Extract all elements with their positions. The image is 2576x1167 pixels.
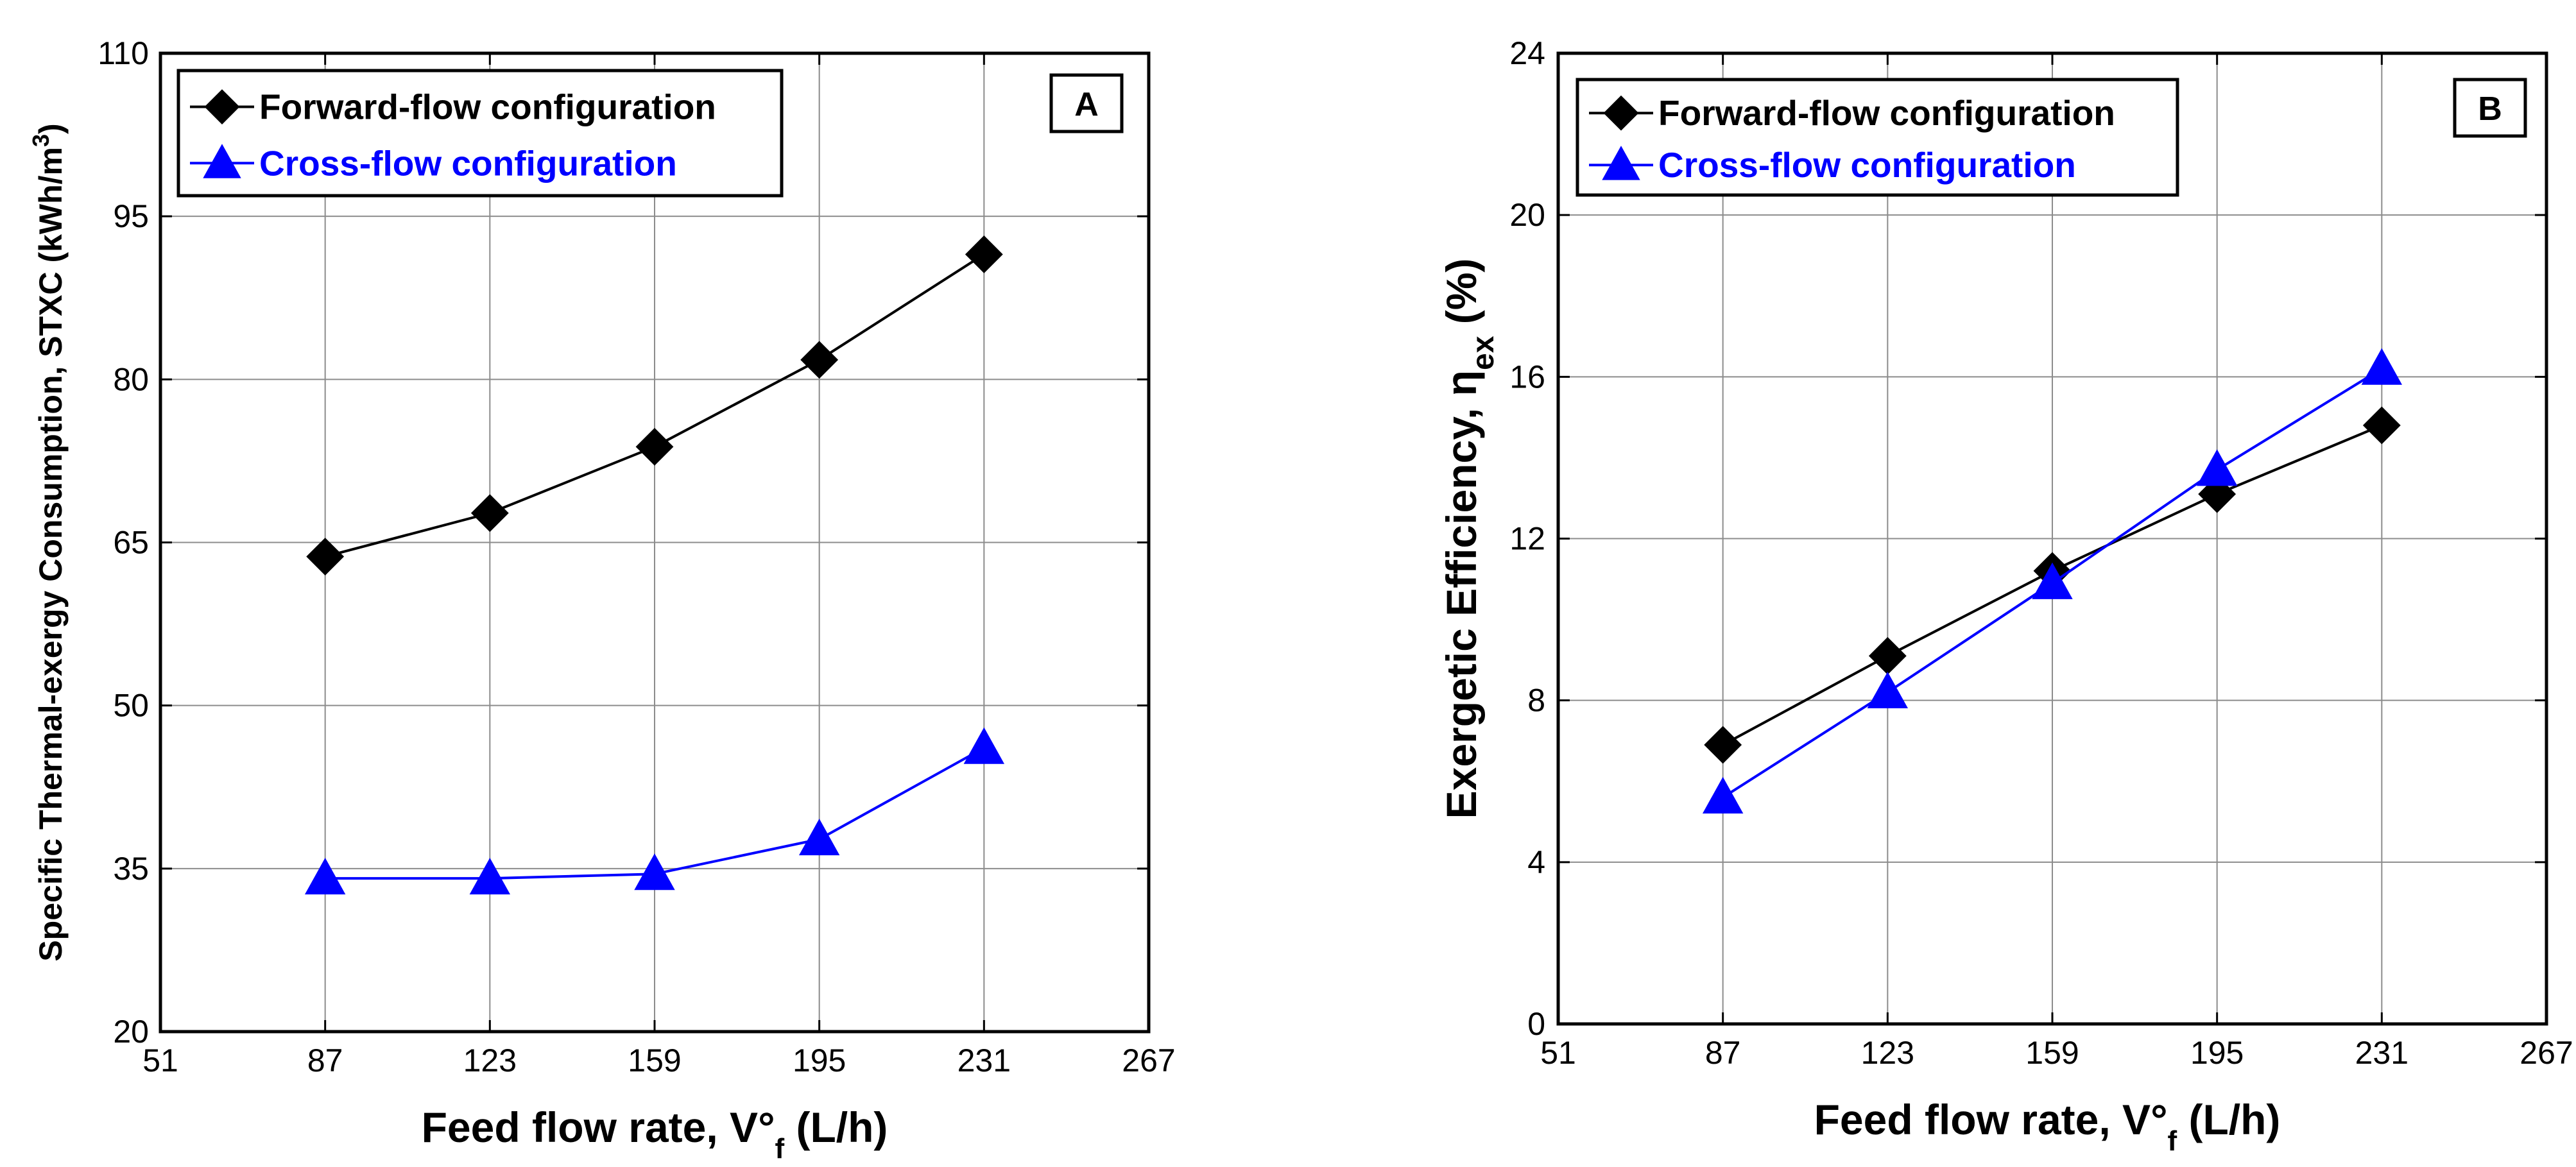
y-axis-title-superscript: 3 — [28, 134, 54, 147]
data-point-diamond — [1704, 726, 1742, 764]
x-tick-label: 267 — [1122, 1043, 1175, 1078]
y-tick-label: 8 — [1527, 683, 1545, 719]
y-axis-title-tail: ) — [33, 123, 69, 134]
data-point-diamond — [306, 538, 345, 575]
x-tick-label: 51 — [1540, 1035, 1576, 1071]
panel-letter-box — [1049, 73, 1124, 133]
legend-label: Cross-flow configuration — [1658, 145, 2076, 185]
y-axis-title-main: Specific Thermal-exergy Consumption, STX… — [33, 147, 69, 962]
data-point-triangle — [2196, 449, 2238, 486]
y-axis-title: Specific Thermal-exergy Consumption, STX… — [28, 123, 69, 961]
data-point-triangle — [2361, 348, 2403, 385]
legend: Forward-flow configuration Cross-flow con… — [1576, 78, 2179, 197]
legend-label: Cross-flow configuration — [259, 143, 677, 183]
panel-a: 51 87 123 159 195 231 267 20 35 50 65 80 95 110 Feed f… — [28, 35, 1176, 1164]
y-tick-label: 20 — [113, 1014, 149, 1050]
data-point-triangle — [469, 858, 511, 895]
y-tick-label: 35 — [113, 851, 149, 887]
data-point-diamond — [965, 235, 1003, 273]
x-tick-label: 231 — [957, 1043, 1011, 1078]
x-tick-label: 87 — [1705, 1035, 1741, 1071]
y-axis-title-subscript: ex — [1466, 336, 1500, 370]
series-cross-flow — [304, 727, 1005, 895]
x-tick-label: 195 — [2190, 1035, 2244, 1071]
y-tick-label: 110 — [98, 35, 149, 71]
y-axis-title-tail: (%) — [1438, 259, 1485, 336]
y-tick-label: 16 — [1509, 359, 1545, 395]
legend-label: Forward-flow configuration — [1658, 93, 2115, 133]
x-tick-label: 159 — [2025, 1035, 2079, 1071]
x-axis-title-main: Feed flow rate, V° — [422, 1103, 775, 1151]
legend-marker-diamond — [1603, 95, 1639, 131]
x-tick-label: 51 — [142, 1043, 178, 1078]
y-tick-label: 4 — [1527, 844, 1545, 880]
series-forward-flow — [306, 235, 1003, 575]
plot-frame — [159, 51, 1151, 1034]
legend-marker-triangle — [203, 144, 241, 178]
y-tick-label: 12 — [1509, 521, 1545, 557]
legend-marker-triangle — [1602, 146, 1640, 180]
x-axis-title-tail: (L/h) — [2177, 1096, 2280, 1143]
y-axis-title-main: Exergetic Efficiency, η — [1438, 370, 1485, 819]
panel-b: 51 87 123 159 195 231 267 0 4 8 12 16 20 24 Feed flow … — [1438, 35, 2573, 1157]
y-tick-label: 65 — [113, 525, 149, 561]
legend-box — [1576, 78, 2179, 197]
y-tick-label: 95 — [113, 198, 149, 234]
data-point-triangle — [963, 727, 1005, 764]
x-tick-label: 159 — [628, 1043, 681, 1078]
y-tick-label: 24 — [1509, 35, 1545, 71]
x-axis-title: Feed flow rate, V°f (L/h) — [422, 1103, 888, 1164]
series-cross-flow — [1702, 348, 2403, 813]
data-point-diamond — [1868, 636, 1907, 675]
x-tick-label: 123 — [463, 1043, 517, 1078]
y-tick-label: 80 — [113, 361, 149, 397]
panel-letter: B — [2478, 90, 2502, 128]
data-point-triangle — [304, 858, 346, 895]
x-axis-title-main: Feed flow rate, V° — [1814, 1096, 2168, 1143]
gridlines — [1558, 53, 2546, 1024]
x-tick-label: 87 — [307, 1043, 343, 1078]
y-axis-title: Exergetic Efficiency, ηex (%) — [1438, 259, 1500, 819]
x-tick-label: 267 — [2520, 1035, 2573, 1071]
x-axis-title: Feed flow rate, V°f (L/h) — [1814, 1096, 2281, 1157]
data-point-triangle — [1702, 776, 1744, 813]
data-point-triangle — [634, 853, 675, 890]
legend-label: Forward-flow configuration — [259, 87, 716, 127]
panel-letter-box — [2453, 78, 2527, 138]
data-point-diamond — [2362, 406, 2401, 445]
data-point-diamond — [800, 341, 839, 379]
y-tick-label: 0 — [1527, 1006, 1545, 1042]
legend-marker-diamond — [204, 89, 240, 124]
legend: Forward-flow configuration Cross-flow con… — [176, 69, 784, 198]
data-point-diamond — [470, 494, 509, 532]
x-axis-title-subscript: f — [2167, 1125, 2177, 1157]
data-point-triangle — [2032, 562, 2073, 599]
x-tick-label: 231 — [2355, 1035, 2409, 1071]
data-point-triangle — [798, 819, 840, 856]
x-axis-title-subscript: f — [775, 1133, 784, 1164]
x-tick-label: 195 — [793, 1043, 846, 1078]
y-tick-label: 50 — [113, 688, 149, 724]
data-point-triangle — [1867, 671, 1909, 709]
plot-frame — [1556, 51, 2548, 1026]
y-tick-label: 20 — [1509, 197, 1545, 233]
legend-box — [176, 69, 784, 198]
x-axis-title-tail: (L/h) — [784, 1103, 888, 1151]
data-point-diamond — [635, 427, 674, 466]
panel-letter: A — [1074, 86, 1099, 123]
x-tick-label: 123 — [1861, 1035, 1914, 1071]
